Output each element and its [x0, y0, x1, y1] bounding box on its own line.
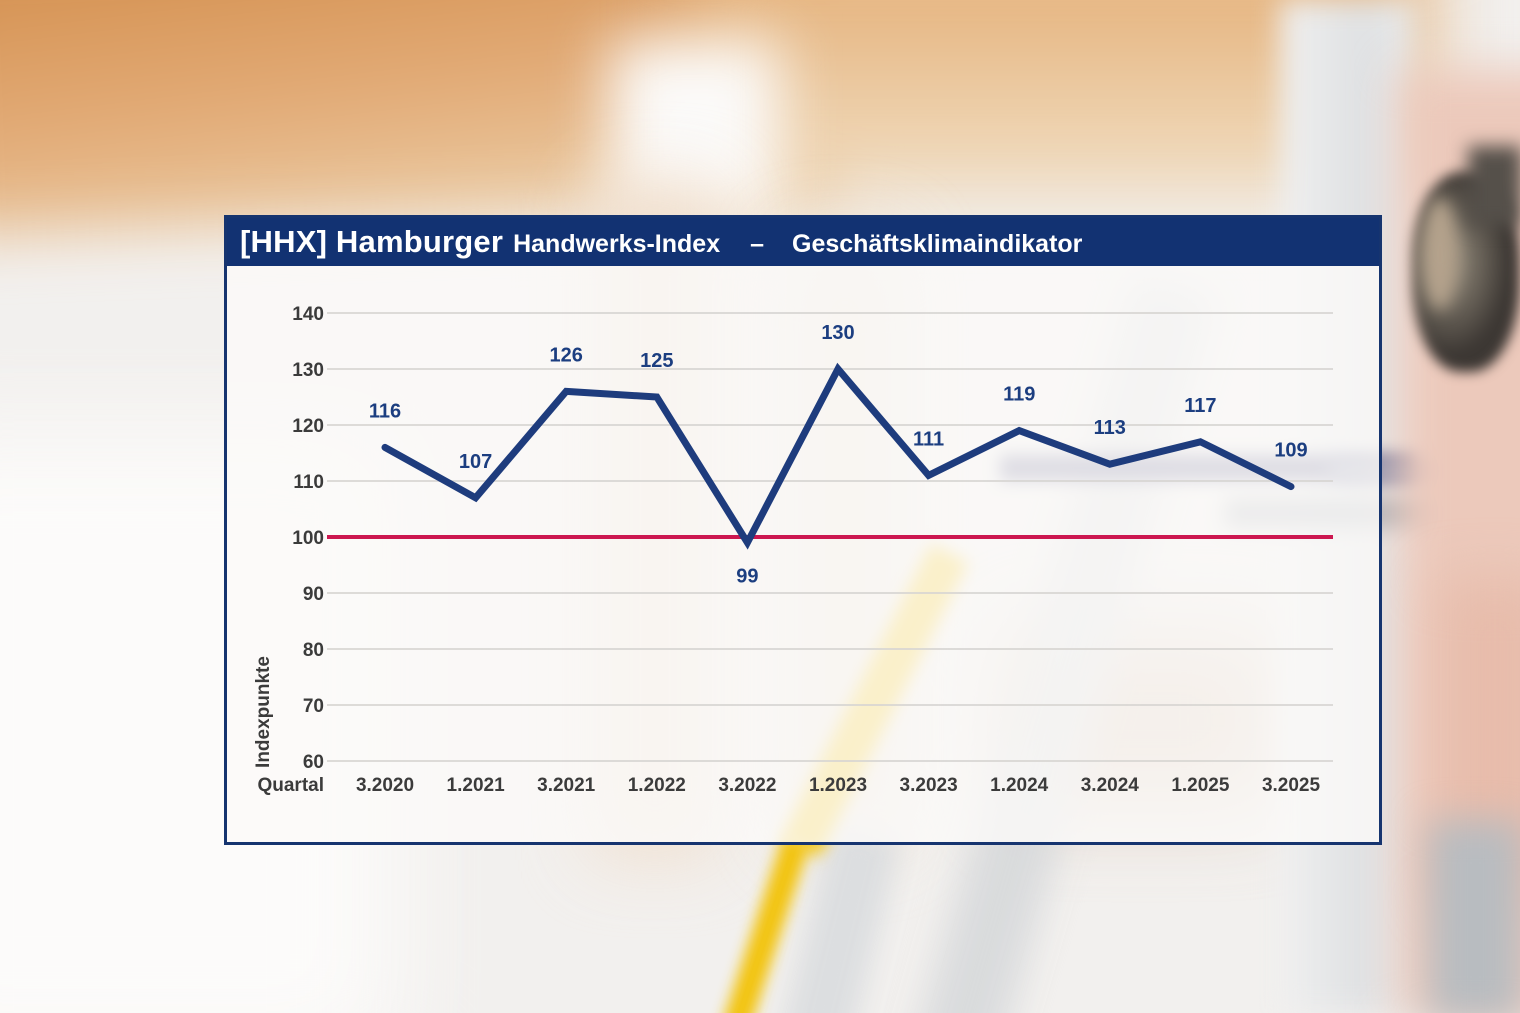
- x-tick-label: 3.2021: [537, 775, 596, 796]
- data-label: 107: [459, 451, 492, 473]
- x-axis-title: Quartal: [257, 775, 324, 796]
- y-tick-label: 100: [292, 528, 324, 549]
- chart-title-main: [HHX] Hamburger: [240, 224, 504, 259]
- x-tick-label: 3.2025: [1262, 775, 1321, 796]
- x-tick-label: 1.2022: [628, 775, 686, 796]
- data-label: 130: [821, 322, 854, 344]
- y-tick-label: 60: [303, 752, 324, 773]
- chart-subtitle: Geschäftsklimaindikator: [792, 230, 1083, 258]
- hhx-chart-panel: [HHX] Hamburger Handwerks-Index – Geschä…: [224, 215, 1382, 845]
- wristwatch-face-highlight: [1422, 198, 1458, 310]
- data-label: 116: [369, 400, 401, 422]
- chart-area: 140 130 120 110 100 90 80 70 60 116 107 126 125 99 130…: [227, 266, 1379, 842]
- x-tick-label: 3.2024: [1081, 775, 1140, 796]
- data-label: 125: [640, 350, 673, 372]
- x-tick-label: 1.2025: [1171, 775, 1230, 796]
- data-label: 113: [1094, 417, 1126, 439]
- line-series: [381, 362, 1295, 550]
- x-tick-label: 1.2023: [809, 775, 867, 796]
- y-tick-label: 70: [303, 696, 324, 717]
- y-tick-label: 80: [303, 640, 324, 661]
- y-tick-label: 130: [292, 360, 324, 381]
- data-label: 109: [1274, 440, 1307, 462]
- title-dash: –: [750, 230, 765, 258]
- y-tick-label: 90: [303, 584, 324, 605]
- wristwatch-strap: [1468, 146, 1520, 226]
- x-tick-label: 3.2023: [900, 775, 958, 796]
- y-tick-label: 140: [292, 304, 324, 325]
- chart-title-secondary: Handwerks-Index: [513, 230, 721, 258]
- x-tick-label: 1.2021: [447, 775, 506, 796]
- data-label: 126: [550, 344, 583, 366]
- y-tick-label: 120: [292, 416, 324, 437]
- x-tick-label: 3.2022: [718, 775, 776, 796]
- x-tick-label: 3.2020: [356, 775, 414, 796]
- data-label: 99: [736, 566, 758, 588]
- chart-header: [HHX] Hamburger Handwerks-Index – Geschä…: [227, 218, 1379, 266]
- x-tick-label: 1.2024: [990, 775, 1049, 796]
- ladder-edge-blur: [1428, 820, 1520, 1013]
- y-tick-label: 110: [293, 472, 324, 493]
- data-label: 111: [913, 428, 944, 450]
- chart-svg: 140 130 120 110 100 90 80 70 60 116 107 126 125 99 130…: [253, 304, 1333, 796]
- data-label: 117: [1184, 395, 1216, 417]
- data-label: 119: [1003, 384, 1035, 406]
- y-axis-title: Indexpunkte: [253, 656, 274, 768]
